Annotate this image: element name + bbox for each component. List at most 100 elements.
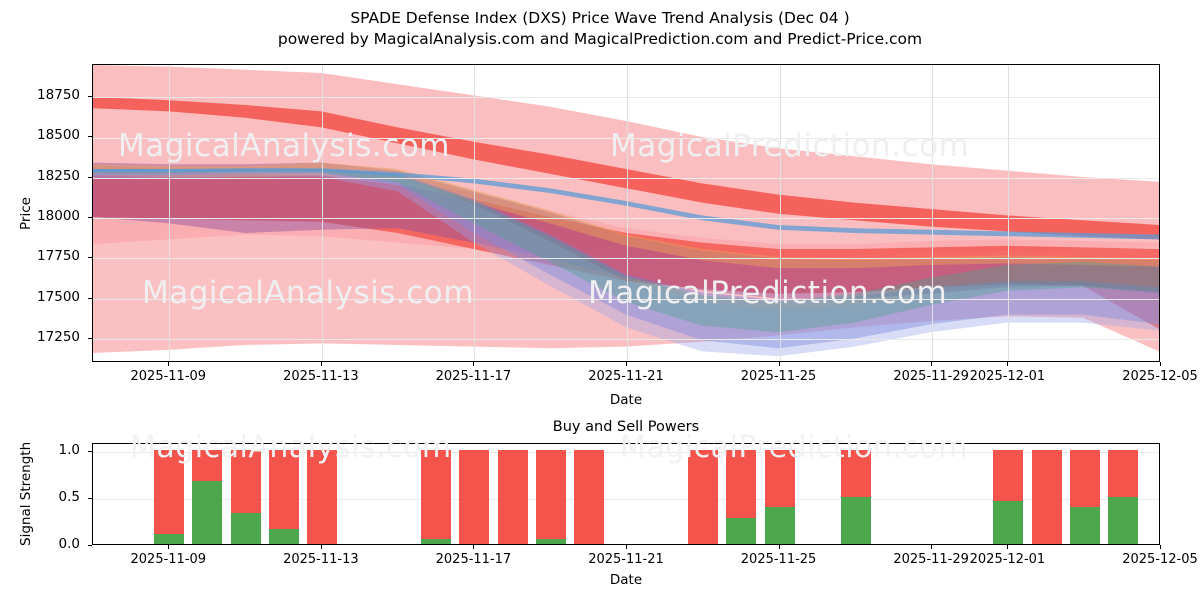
sell-power-segment [726,449,757,518]
price-x-tick-mark [1007,362,1009,366]
price-y-tick-mark [88,297,92,299]
sell-power-segment [459,449,490,544]
signal-bar[interactable] [1031,449,1062,544]
sell-power-segment [993,449,1024,501]
signal-bar[interactable] [573,449,604,544]
sell-power-segment [535,449,566,540]
signal-x-tick-mark [778,545,780,549]
signal-x-tick-mark [1007,545,1009,549]
price-x-tick-label: 2025-11-17 [435,369,512,384]
signal-x-tick-label: 2025-11-29 [893,552,969,567]
price-wave-bands [93,65,1159,357]
signal-bar[interactable] [1107,449,1138,544]
title-line-2: powered by MagicalAnalysis.com and Magic… [277,30,923,48]
sell-power-segment [421,449,452,540]
signal-bar[interactable] [993,449,1024,544]
buy-power-segment [535,539,566,544]
buy-power-segment [230,512,261,544]
price-chart-x-axis-label: Date [609,392,643,408]
buy-power-segment [1107,496,1138,544]
gridline-horizontal [93,298,1159,300]
signal-bar[interactable] [268,449,299,544]
signal-bar[interactable] [230,449,261,544]
band-center-blue-line-band [93,168,1159,240]
gridline-horizontal [93,218,1159,219]
price-y-tick-label: 18250 [37,167,80,184]
gridline-horizontal [93,258,1159,260]
signal-bar[interactable] [497,449,528,544]
band-mid-red-band [93,170,1159,329]
signal-bar[interactable] [688,449,719,544]
sell-power-segment [230,449,261,513]
band-teal-green-band [93,169,1159,333]
sell-power-segment [154,449,185,534]
band-blue-outer-band [93,170,1159,357]
signal-bar[interactable] [154,449,185,544]
price-y-tick-mark [88,176,92,178]
signal-x-tick-label: 2025-11-17 [435,552,512,567]
price-x-tick-mark [320,362,322,366]
signal-y-tick-label: 1.0 [58,441,80,458]
signal-y-tick-mark [88,545,92,546]
price-x-tick-mark [473,362,475,366]
sell-power-segment [840,449,871,497]
signal-bar[interactable] [840,449,871,544]
gridline-vertical [474,65,476,361]
price-y-tick-mark [88,96,92,98]
price-y-tick-mark [88,136,92,138]
price-x-tick-mark [1160,362,1161,366]
signal-bar[interactable] [192,449,223,544]
buy-power-segment [726,517,757,544]
signal-x-tick-mark [1160,545,1161,549]
signal-x-tick-label: 2025-11-21 [588,552,664,567]
price-y-tick-label: 18500 [37,127,80,144]
buy-power-segment [421,539,452,544]
signal-chart-x-axis-label: Date [609,572,643,588]
signal-bar[interactable] [459,449,490,544]
signal-bar[interactable] [421,449,452,544]
gridline-vertical [321,65,323,361]
signal-bar[interactable] [1069,449,1100,544]
band-strong-red-band-upper [93,97,1159,240]
sell-power-segment [306,449,337,544]
price-axis-label: Price [18,196,34,230]
gridline-vertical [779,65,781,361]
gridline-horizontal [93,498,1159,500]
signal-chart-axes [92,443,1160,545]
price-y-tick-label: 18750 [37,87,80,104]
gridline-vertical [932,65,934,361]
signal-bar[interactable] [726,449,757,544]
page-title: SPADE Defense Index (DXS) Price Wave Tre… [0,8,1200,50]
signal-bar[interactable] [764,449,795,544]
signal-x-tick-label: 2025-11-09 [130,552,207,567]
signal-x-tick-label: 2025-11-13 [283,552,359,567]
price-x-tick-label: 2025-12-05 [1122,369,1198,384]
sell-power-segment [1069,449,1100,508]
signal-bar[interactable] [306,449,337,544]
price-y-tick-label: 17750 [37,248,80,265]
price-y-tick-mark [88,257,92,259]
signal-bar[interactable] [535,449,566,544]
sell-power-segment [764,449,795,508]
signal-x-tick-mark [320,545,322,549]
sell-power-segment [268,449,299,529]
buy-power-segment [154,533,185,544]
price-y-tick-mark [88,217,92,219]
price-x-tick-label: 2025-11-25 [740,369,817,384]
gridline-horizontal [93,137,1159,139]
signal-x-tick-mark [626,545,627,549]
price-x-tick-label: 2025-12-01 [969,369,1046,384]
buy-power-segment [840,496,871,544]
gridline-vertical [1008,65,1010,361]
price-x-tick-label: 2025-11-29 [893,369,969,384]
band-blue-band [93,169,1159,349]
price-x-tick-label: 2025-11-21 [588,369,664,384]
sell-power-segment [1107,449,1138,497]
buy-power-segment [764,507,795,544]
price-x-tick-mark [778,362,780,366]
price-y-tick-label: 18000 [37,208,80,225]
signal-x-tick-mark [473,545,475,549]
price-x-tick-mark [168,362,170,366]
sell-power-segment [573,449,604,544]
